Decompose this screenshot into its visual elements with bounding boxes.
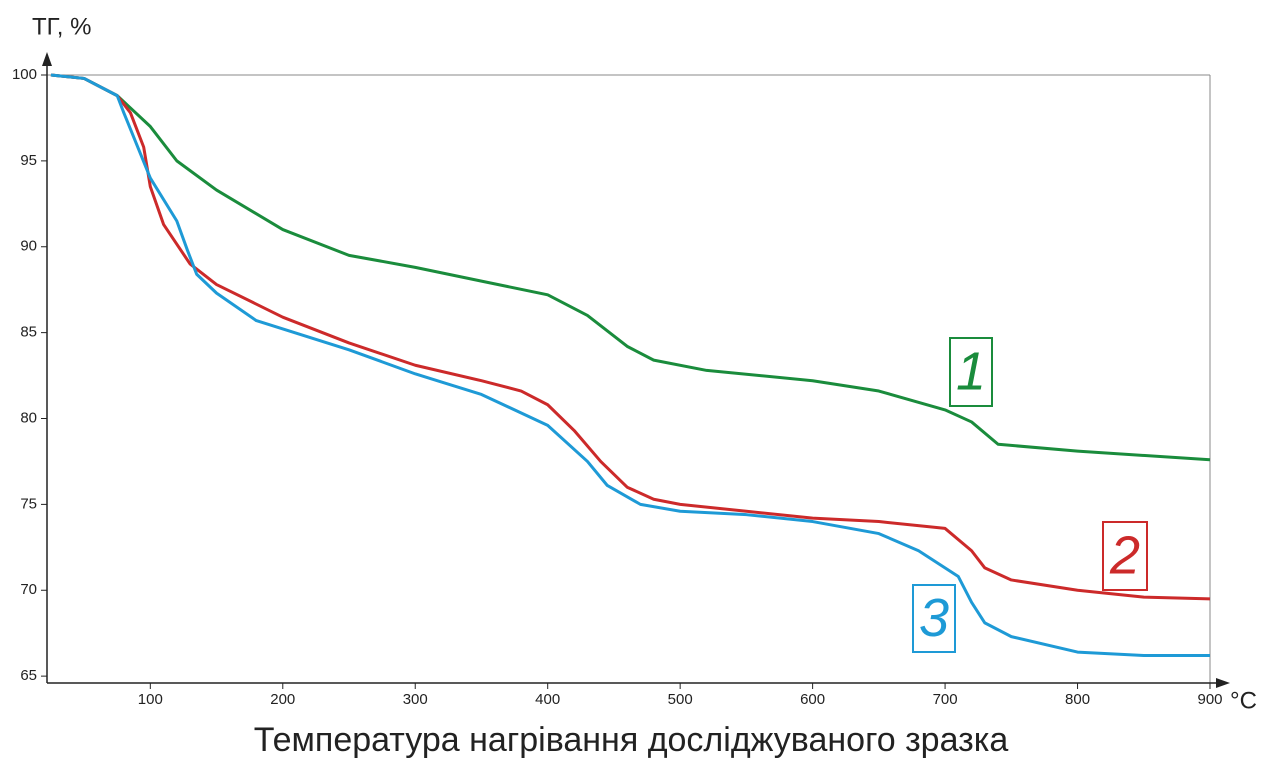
series-label: 2 [1109, 525, 1140, 585]
series-label: 3 [919, 588, 949, 648]
y-tick-label: 80 [20, 409, 37, 426]
series-label-box [949, 337, 993, 407]
x-axis-label: Температура нагрівання досліджуваного зр… [254, 721, 1009, 759]
x-tick-label: 900 [1197, 691, 1222, 708]
series-line [50, 73, 1210, 658]
y-tick-label: 65 [20, 667, 37, 684]
y-axis-label: ТГ, % [32, 13, 91, 40]
y-tick-label: 70 [20, 581, 37, 598]
y-tick-label: 85 [20, 324, 37, 341]
x-axis-arrow [1216, 678, 1230, 688]
series-label-box [912, 584, 956, 653]
y-tick-label: 75 [20, 495, 37, 512]
series-label: 1 [956, 341, 986, 401]
series-label-box [1102, 521, 1148, 591]
y-tick-label: 95 [20, 152, 37, 169]
x-tick-label: 100 [138, 691, 163, 708]
x-tick-label: 800 [1065, 691, 1090, 708]
x-tick-label: 500 [668, 691, 693, 708]
x-tick-label: 400 [535, 691, 560, 708]
y-axis-arrow [42, 52, 52, 66]
x-axis-unit: °C [1230, 687, 1257, 714]
x-tick-label: 600 [800, 691, 825, 708]
x-tick-label: 700 [933, 691, 958, 708]
series-line [50, 73, 1211, 462]
y-tick-label: 90 [20, 238, 37, 255]
series-line [50, 73, 1211, 601]
x-tick-label: 200 [270, 691, 295, 708]
x-tick-label: 300 [403, 691, 428, 708]
y-tick-label: 100 [12, 66, 37, 83]
